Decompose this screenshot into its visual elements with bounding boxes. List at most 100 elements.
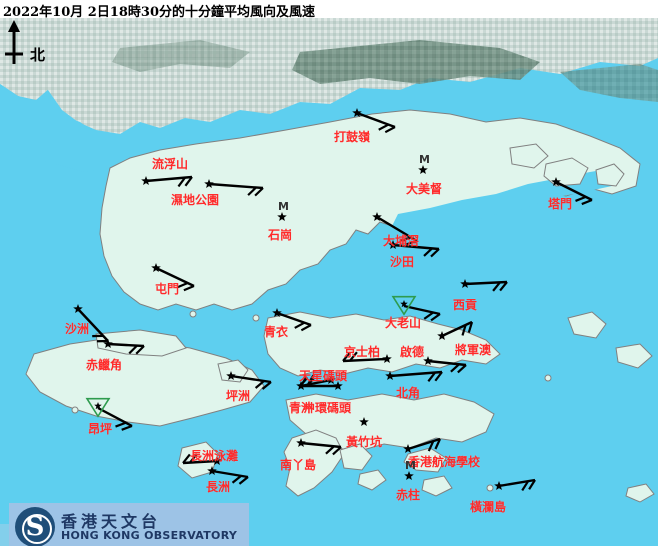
wind-barb-feather: [406, 239, 418, 246]
station-label-27[interactable]: 香港航海學校: [408, 455, 481, 469]
wind-barb-feather: [427, 440, 435, 452]
wind-barb-feather: [450, 363, 460, 373]
station-label-18[interactable]: 啟德: [400, 345, 425, 359]
title-bar: 2022年10月 2日18時30分的十分鐘平均風向及風速: [0, 0, 658, 20]
wind-barb-shaft: [276, 311, 312, 327]
station-marker-star[interactable]: [277, 212, 287, 221]
wind-barb-feather: [128, 344, 138, 355]
wind-barb-feather: [254, 380, 265, 389]
station-marker-star[interactable]: [73, 304, 83, 313]
station-label-29[interactable]: 橫瀾島: [470, 500, 507, 514]
page-title: 2022年10月 2日18時30分的十分鐘平均風向及風速: [3, 5, 316, 20]
station-marker-star[interactable]: [423, 356, 433, 365]
station-marker-star[interactable]: [204, 179, 214, 188]
north-arrow-icon: [5, 20, 23, 64]
station-label-24[interactable]: 長洲泳灘: [190, 449, 239, 463]
wind-barb-feather: [349, 351, 358, 362]
wind-barb-shaft: [182, 459, 218, 465]
station-label-14[interactable]: 坪洲: [226, 389, 251, 403]
station-marker-star[interactable]: [212, 456, 222, 465]
wind-barb-feather: [247, 186, 257, 196]
station-marker-star[interactable]: [403, 444, 413, 453]
hko-logo: S 香港天文台 HONG KONG OBSERVATORY: [9, 503, 249, 546]
station-marker-star[interactable]: [400, 300, 408, 308]
wind-barb-shaft: [403, 304, 441, 316]
station-label-11[interactable]: 沙洲: [65, 322, 90, 336]
station-marker-star[interactable]: [151, 263, 161, 272]
station-marker-star[interactable]: [94, 402, 102, 410]
wind-barb-shaft: [555, 180, 593, 202]
station-marker-star[interactable]: [226, 371, 236, 380]
station-marker-star[interactable]: [296, 438, 306, 447]
station-label-17[interactable]: 京士柏: [344, 345, 381, 359]
station-marker-star[interactable]: [437, 331, 447, 340]
station-marker-star[interactable]: [388, 240, 398, 249]
station-label-22[interactable]: 青洲: [289, 401, 314, 415]
wind-barb-feather: [300, 324, 312, 332]
station-marker-star[interactable]: [207, 466, 217, 475]
wind-barb-feather: [575, 195, 587, 202]
wind-barb-shaft: [441, 320, 473, 338]
station-label-15[interactable]: 青衣: [264, 325, 289, 339]
station-label-2[interactable]: 石崗: [268, 228, 293, 242]
wind-barb-feather: [521, 480, 530, 492]
station-label-3[interactable]: 打鼓嶺: [334, 130, 371, 144]
station-label-13[interactable]: 昂坪: [88, 422, 113, 436]
station-label-26[interactable]: 南丫島: [280, 458, 317, 472]
station-marker-star[interactable]: [404, 471, 414, 480]
station-label-0[interactable]: 流浮山: [152, 157, 189, 171]
station-marker-star[interactable]: [333, 381, 343, 390]
wind-barb-feather: [581, 198, 593, 206]
station-marker-star[interactable]: [460, 279, 470, 288]
wind-barb-shaft: [427, 359, 467, 367]
station-marker-star[interactable]: [494, 481, 504, 490]
station-label-6[interactable]: 沙田: [390, 255, 415, 269]
station-marker-star[interactable]: [103, 339, 113, 348]
wind-barb-feather: [378, 123, 389, 131]
station-marker-star[interactable]: [272, 308, 282, 317]
station-label-23[interactable]: 黃竹坑: [346, 435, 383, 449]
wind-barb-feather: [306, 377, 316, 387]
station-marker-star[interactable]: [385, 371, 395, 380]
station-label-10[interactable]: 屯門: [155, 282, 180, 296]
logo-ring: [22, 514, 52, 544]
wind-barb-feather: [423, 247, 433, 257]
station-label-12[interactable]: 赤鱲角: [86, 358, 123, 372]
station-label-8[interactable]: 西貢: [453, 298, 478, 312]
station-marker-star[interactable]: [551, 177, 561, 186]
station-marker-star[interactable]: [352, 108, 362, 117]
wind-barb-feather: [325, 445, 335, 455]
station-marker-star[interactable]: [382, 354, 392, 363]
station-label-4[interactable]: 大美督: [406, 182, 443, 196]
station-label-9[interactable]: 將軍澳: [455, 343, 492, 357]
hko-logo-mark: S: [15, 507, 55, 546]
station-label-5[interactable]: 大埔滘: [383, 234, 420, 248]
station-marker-star[interactable]: [326, 375, 336, 384]
hong-kong-wind-map[interactable]: 流浮山 濕地公園 M 石崗 打鼓嶺 M 大美督 大埔滘 沙田 塔門 西貢 將軍澳 屯門 沙洲 赤鱲角 昂坪 坪洲…: [0, 18, 658, 546]
hko-logo-chinese: 香港天文台: [61, 512, 162, 531]
station-label-20[interactable]: 中環碼頭: [303, 401, 352, 415]
station-marker-star[interactable]: [372, 212, 382, 221]
station-label-28[interactable]: 赤柱: [396, 488, 421, 502]
station-marker-star[interactable]: [296, 381, 306, 390]
station-label-16[interactable]: 大老山: [385, 316, 422, 330]
wind-barb-feather: [135, 345, 145, 355]
wind-barb-feather: [384, 126, 396, 134]
wind-barb-feather: [238, 476, 249, 485]
station-label-21[interactable]: 北角: [396, 386, 421, 400]
wind-barb-feather: [427, 371, 436, 382]
station-m-flag: M: [419, 153, 430, 166]
wind-barb-feather: [177, 281, 189, 289]
wind-barb-feather: [430, 248, 440, 258]
station-marker-triangle[interactable]: [391, 295, 417, 316]
station-label-19[interactable]: 天星碼頭: [299, 369, 348, 383]
station-marker-star[interactable]: [418, 165, 428, 174]
station-label-1[interactable]: 濕地公園: [171, 193, 220, 207]
station-marker-star[interactable]: [359, 417, 369, 426]
station-marker-triangle[interactable]: [85, 397, 111, 418]
station-marker-star[interactable]: [141, 176, 151, 185]
wind-barb-feather: [177, 176, 186, 188]
station-label-7[interactable]: 塔門: [548, 197, 573, 211]
wind-barb-shaft: [389, 370, 443, 378]
station-label-25[interactable]: 長洲: [206, 480, 231, 494]
